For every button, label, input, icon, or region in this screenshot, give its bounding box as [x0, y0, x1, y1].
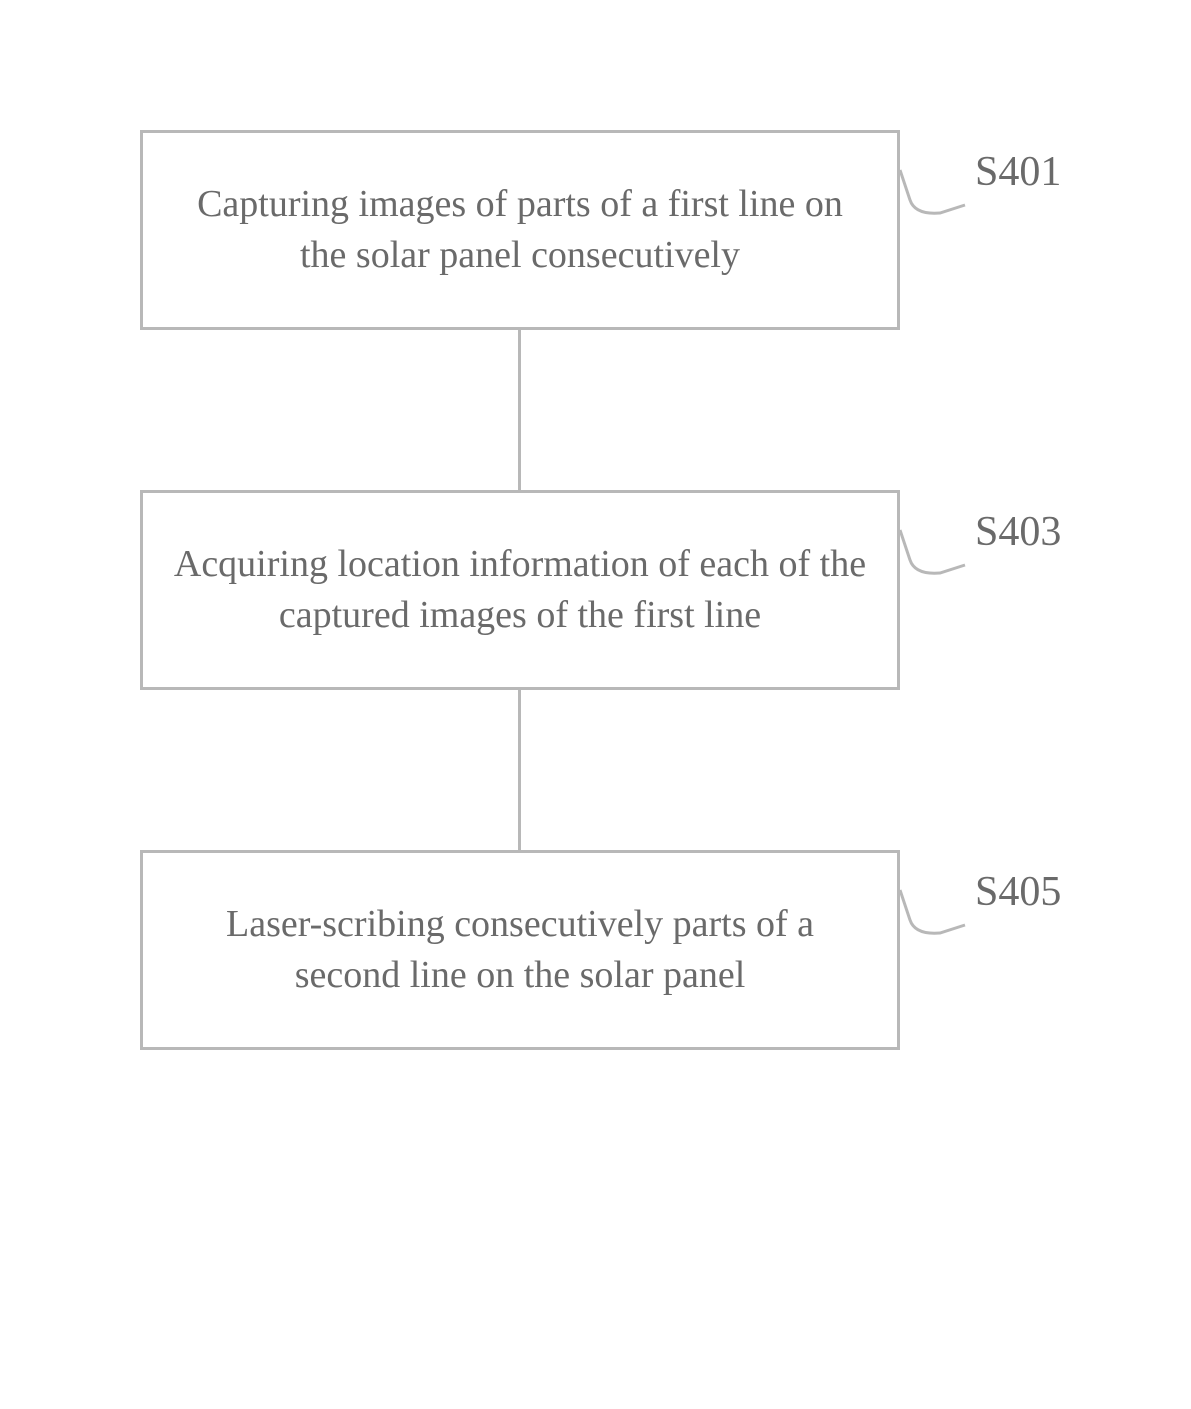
flow-step-text: Acquiring location information of each o…: [173, 539, 867, 642]
flow-step-s403: Acquiring location information of each o…: [140, 490, 900, 690]
step-label-s401: S401: [975, 148, 1061, 196]
callout-line-s401: [900, 155, 975, 225]
flow-step-text: Capturing images of parts of a first lin…: [173, 179, 867, 282]
flow-step-s401: Capturing images of parts of a first lin…: [140, 130, 900, 330]
flow-connector-2: [518, 690, 521, 850]
flowchart-container: Capturing images of parts of a first lin…: [0, 0, 1191, 1409]
flow-connector-1: [518, 330, 521, 490]
flow-step-text: Laser-scribing consecutively parts of a …: [173, 899, 867, 1002]
flow-step-s405: Laser-scribing consecutively parts of a …: [140, 850, 900, 1050]
step-label-s405: S405: [975, 868, 1061, 916]
callout-line-s403: [900, 515, 975, 585]
step-label-s403: S403: [975, 508, 1061, 556]
callout-line-s405: [900, 875, 975, 945]
